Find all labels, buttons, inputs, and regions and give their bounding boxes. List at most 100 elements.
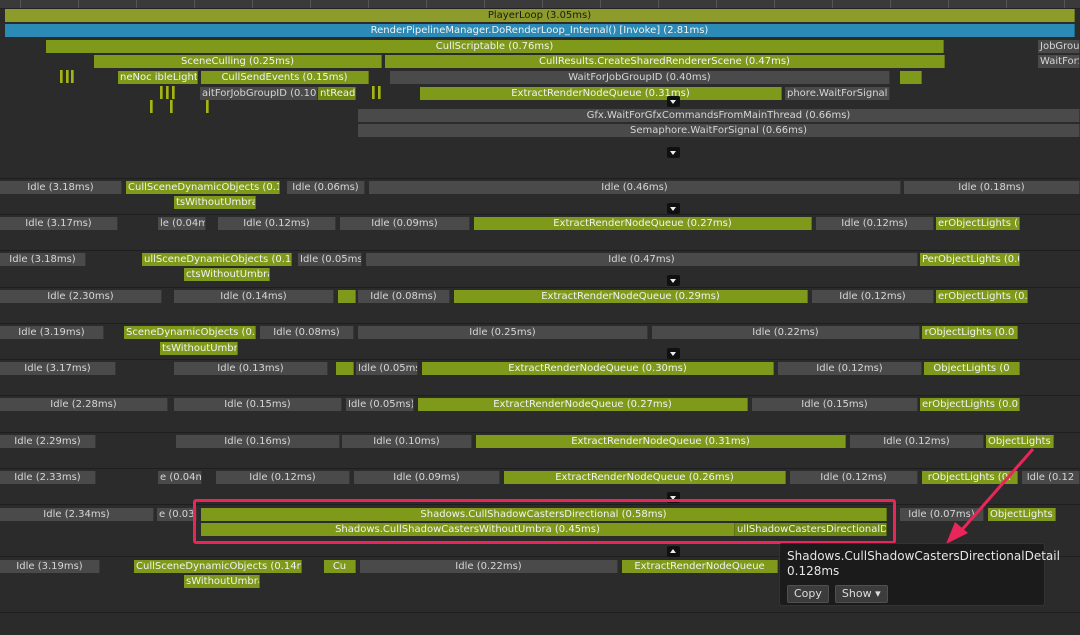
sample-sliver[interactable]: [150, 100, 153, 113]
profiler-sample[interactable]: sWithoutUmbra: [184, 575, 260, 588]
profiler-sample[interactable]: Idle (0.12ms): [812, 290, 934, 303]
profiler-sample[interactable]: Idle (0.22ms): [652, 326, 920, 339]
profiler-sample[interactable]: Idle (0.10ms): [342, 435, 472, 448]
profiler-sample[interactable]: Idle (0.09ms): [354, 471, 500, 484]
copy-button[interactable]: Copy: [787, 585, 829, 603]
profiler-sample[interactable]: Idle (3.17ms): [0, 217, 118, 230]
profiler-sample[interactable]: phore.WaitForSignal (0: [785, 87, 890, 100]
profiler-sample[interactable]: Idle (0.12ms): [216, 471, 350, 484]
profiler-sample[interactable]: WaitForJobGroupID (0.40ms): [390, 71, 890, 84]
profiler-sample[interactable]: Idle (0.12ms): [850, 435, 984, 448]
profiler-sample[interactable]: Idle (0.08ms): [358, 290, 450, 303]
profiler-sample[interactable]: CullSendEvents (0.15ms): [201, 71, 369, 84]
profiler-sample[interactable]: [336, 362, 354, 375]
profiler-sample[interactable]: CullSceneDynamicObjects (0.13m: [126, 181, 280, 194]
profiler-sample[interactable]: SceneDynamicObjects (0.11: [124, 326, 256, 339]
profiler-sample[interactable]: Idle (0.15ms): [174, 398, 342, 411]
profiler-sample[interactable]: ExtractRenderNodeQueue (0.31ms): [420, 87, 782, 100]
profiler-sample[interactable]: Idle (0.06ms): [287, 181, 365, 194]
profiler-sample[interactable]: neNoc ibleLights: [118, 71, 198, 84]
profiler-sample[interactable]: Idle (0.05ms): [356, 362, 418, 375]
profiler-sample[interactable]: Idle (0.12ms): [778, 362, 922, 375]
profiler-sample[interactable]: Idle (0.05ms): [298, 253, 362, 266]
profiler-sample[interactable]: Idle (0.13ms): [174, 362, 328, 375]
profiler-sample[interactable]: Shadows.CullShadowCastersWithoutUmbra (0…: [201, 523, 735, 536]
sample-sliver[interactable]: [172, 86, 175, 99]
profiler-sample[interactable]: Idle (0.08ms): [260, 326, 354, 339]
profiler-sample[interactable]: Idle (0.07ms): [900, 508, 984, 521]
sample-sliver[interactable]: [378, 86, 381, 99]
profiler-sample[interactable]: ExtractRenderNodeQueue (0.26ms): [504, 471, 786, 484]
profiler-sample[interactable]: ExtractRenderNodeQueue (0.27ms): [418, 398, 748, 411]
profiler-sample[interactable]: Idle (2.28ms): [0, 398, 168, 411]
expand-track-icon[interactable]: [667, 492, 680, 503]
profiler-sample[interactable]: ObjectLights (0: [988, 508, 1056, 521]
profiler-sample[interactable]: Idle (0.46ms): [369, 181, 901, 194]
profiler-sample[interactable]: ExtractRenderNodeQueue: [622, 560, 778, 573]
profiler-sample[interactable]: ExtractRenderNodeQueue (0.27ms): [474, 217, 812, 230]
profiler-sample[interactable]: CullResults.CreateSharedRendererScene (0…: [385, 55, 945, 68]
sample-sliver[interactable]: [166, 86, 169, 99]
profiler-sample[interactable]: erObjectLights (0.0: [936, 290, 1028, 303]
profiler-sample[interactable]: Idle (0.14ms): [174, 290, 334, 303]
profiler-sample[interactable]: ntReady: [318, 87, 356, 100]
profiler-sample[interactable]: Idle (3.18ms): [0, 253, 86, 266]
profiler-sample[interactable]: tsWithoutUmbra: [174, 196, 256, 209]
profiler-sample[interactable]: Idle (2.29ms): [0, 435, 96, 448]
profiler-sample[interactable]: Idle (2.30ms): [0, 290, 162, 303]
sample-sliver[interactable]: [170, 100, 173, 113]
expand-track-icon[interactable]: [667, 275, 680, 286]
sample-sliver[interactable]: [71, 70, 74, 83]
profiler-sample[interactable]: ExtractRenderNodeQueue (0.31ms): [476, 435, 846, 448]
profiler-sample[interactable]: Idle (0.25ms): [358, 326, 648, 339]
profiler-sample[interactable]: CullSceneDynamicObjects (0.14ms): [134, 560, 302, 573]
profiler-sample[interactable]: Idle (0.15ms): [752, 398, 918, 411]
profiler-sample[interactable]: Idle (3.19ms): [0, 326, 104, 339]
profiler-sample[interactable]: SceneCulling (0.25ms): [94, 55, 382, 68]
expand-track-icon[interactable]: [667, 147, 680, 158]
sample-sliver[interactable]: [372, 86, 375, 99]
profiler-sample[interactable]: le (0.04m: [158, 217, 206, 230]
profiler-sample[interactable]: Shadows.CullShadowCastersDirectional (0.…: [201, 508, 887, 521]
profiler-sample[interactable]: ObjectLights (0: [924, 362, 1020, 375]
profiler-sample[interactable]: Idle (3.19ms): [0, 560, 100, 573]
profiler-sample[interactable]: Cu: [324, 560, 356, 573]
profiler-sample[interactable]: erObjectLights (0.0: [920, 398, 1020, 411]
profiler-sample[interactable]: tsWithoutUmbra: [160, 342, 238, 355]
show-dropdown-button[interactable]: Show ▾: [834, 585, 888, 603]
sample-sliver[interactable]: [206, 100, 209, 113]
profiler-sample[interactable]: Idle (3.18ms): [0, 181, 122, 194]
profiler-sample[interactable]: aitForJobGroupID (0.10m: [200, 87, 318, 100]
expand-track-icon[interactable]: [667, 348, 680, 359]
profiler-sample[interactable]: Idle (0.09ms): [340, 217, 470, 230]
sample-sliver[interactable]: [60, 70, 63, 83]
profiler-sample[interactable]: [900, 71, 922, 84]
profiler-sample[interactable]: e (0.04m: [158, 471, 202, 484]
profiler-sample[interactable]: Idle (0.16ms): [176, 435, 340, 448]
profiler-sample[interactable]: ullShadowCastersDirectionalDet: [735, 523, 887, 536]
profiler-sample[interactable]: Idle (0.22ms): [360, 560, 618, 573]
profiler-sample[interactable]: rObjectLights (0.0: [922, 326, 1018, 339]
collapse-track-icon[interactable]: [667, 546, 680, 557]
profiler-sample[interactable]: Idle (0.05ms): [346, 398, 414, 411]
profiler-sample[interactable]: ExtractRenderNodeQueue (0.30ms): [422, 362, 774, 375]
profiler-sample[interactable]: Idle (0.47ms): [366, 253, 918, 266]
profiler-sample[interactable]: Idle (0.12ms): [790, 471, 918, 484]
profiler-sample[interactable]: RenderPipelineManager.DoRenderLoop_Inter…: [5, 24, 1075, 37]
expand-track-icon[interactable]: [667, 96, 680, 107]
profiler-sample[interactable]: PerObjectLights (0.08: [920, 253, 1020, 266]
sample-sliver[interactable]: [160, 86, 163, 99]
profiler-sample[interactable]: rObjectLights (0.: [922, 471, 1018, 484]
profiler-sample[interactable]: Idle (0.12ms): [218, 217, 336, 230]
profiler-sample[interactable]: ObjectLights (: [986, 435, 1054, 448]
profiler-sample[interactable]: Idle (2.34ms): [0, 508, 154, 521]
profiler-sample[interactable]: Idle (0.12ms): [816, 217, 934, 230]
profiler-sample[interactable]: ullSceneDynamicObjects (0.13m: [142, 253, 292, 266]
profiler-sample[interactable]: Idle (3.17ms): [0, 362, 116, 375]
profiler-sample[interactable]: [338, 290, 356, 303]
profiler-sample[interactable]: erObjectLights (0.: [936, 217, 1020, 230]
profiler-sample[interactable]: Idle (2.33ms): [0, 471, 96, 484]
profiler-sample[interactable]: CullScriptable (0.76ms): [46, 40, 944, 53]
time-ruler[interactable]: [0, 0, 1080, 9]
